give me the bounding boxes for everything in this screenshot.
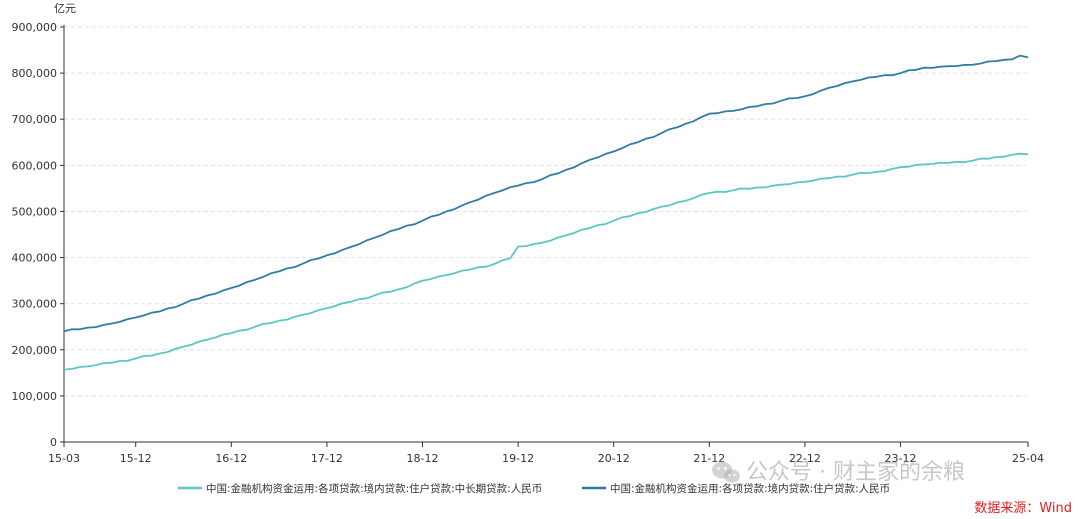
legend: 中国:金融机构资金运用:各项贷款:境内贷款:住户贷款:中长期贷款:人民币 中国:金…	[178, 482, 890, 495]
x-tick-label: 20-12	[598, 452, 630, 465]
y-tick-group: 0 100,000 200,000 300,000 400,000 500,000 600,…	[12, 21, 64, 449]
x-tick-label: 19-12	[502, 452, 534, 465]
x-tick-label: 23-12	[885, 452, 917, 465]
y-tick-label: 700,000	[12, 113, 58, 126]
series-group	[63, 54, 1029, 371]
x-tick-label: 22-12	[789, 452, 821, 465]
watermark: 公众号 · 财主家的余粮	[712, 460, 965, 485]
y-tick-label: 0	[50, 436, 57, 449]
y-tick-label: 100,000	[12, 390, 58, 403]
gridlines	[64, 26, 1028, 397]
watermark-text: 公众号 · 财主家的余粮	[746, 460, 965, 485]
x-tick-label: 18-12	[407, 452, 439, 465]
source-label: 数据来源：Wind	[974, 501, 1072, 516]
y-tick-label: 600,000	[12, 159, 58, 172]
y-tick-label: 300,000	[12, 298, 58, 311]
x-tick-label: 16-12	[215, 452, 247, 465]
x-tick-label: 25-04	[1012, 452, 1044, 465]
axes	[63, 25, 1028, 443]
legend-label-0: 中国:金融机构资金运用:各项贷款:境内贷款:住户贷款:中长期贷款:人民币	[206, 482, 542, 495]
x-tick-label: 15-12	[120, 452, 152, 465]
y-tick-label: 500,000	[12, 205, 58, 218]
y-tick-label: 900,000	[12, 21, 58, 34]
wechat-icon	[712, 461, 740, 483]
x-tick-group: 15-03 15-12 16-12 17-12 18-12 19-12 20-12 21-12…	[48, 442, 1044, 465]
x-tick-label: 21-12	[693, 452, 725, 465]
series-line-0	[63, 152, 1029, 371]
y-tick-label: 800,000	[12, 67, 58, 80]
y-unit-label: 亿元	[54, 2, 76, 15]
legend-label-1: 中国:金融机构资金运用:各项贷款:境内贷款:住户贷款:人民币	[610, 482, 890, 495]
x-tick-label: 15-03	[48, 452, 80, 465]
x-tick-label: 17-12	[311, 452, 343, 465]
y-tick-label: 200,000	[12, 344, 58, 357]
y-tick-label: 400,000	[12, 252, 58, 265]
series-line-1	[63, 54, 1029, 333]
